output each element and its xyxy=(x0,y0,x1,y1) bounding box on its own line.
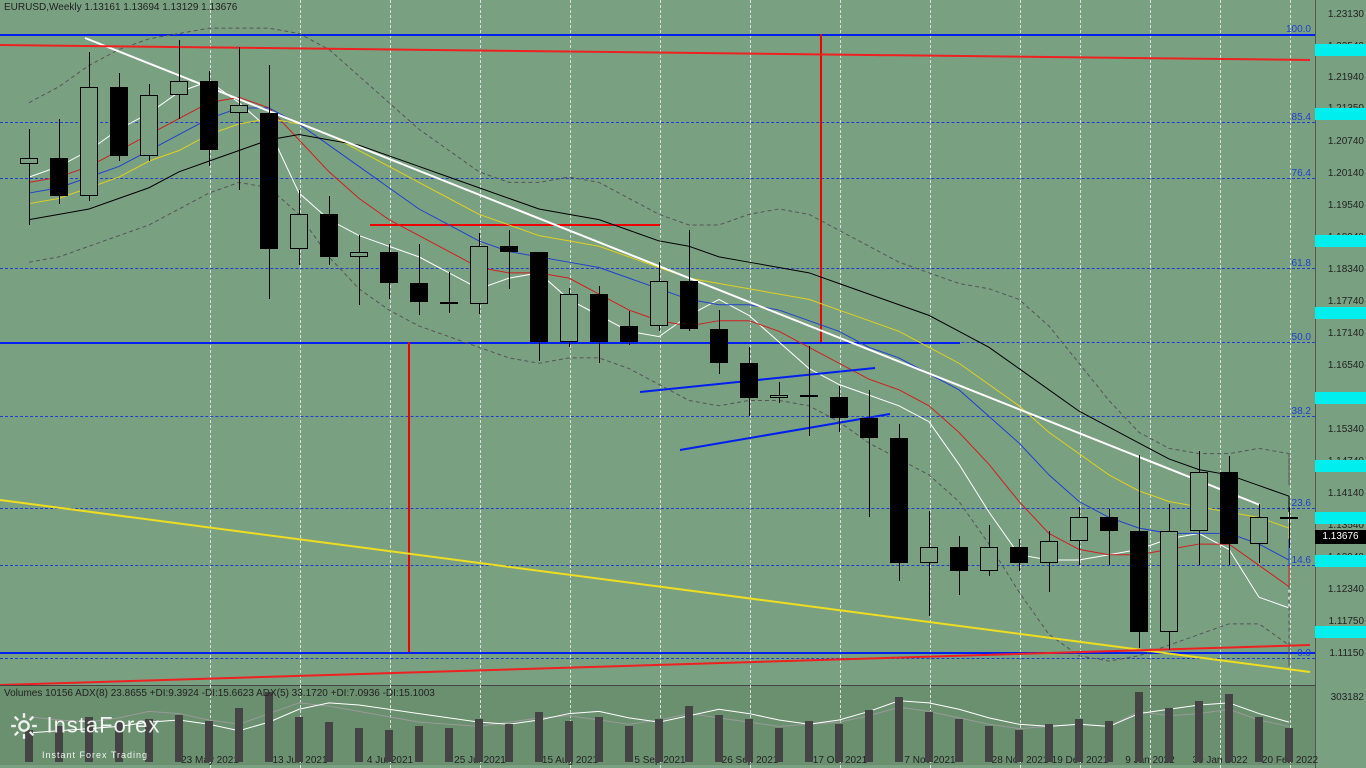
y-tick-label: 1.12340 xyxy=(1328,584,1364,595)
fib-level-label: 76.4 xyxy=(1292,168,1311,179)
price-marker xyxy=(1315,108,1366,120)
y-tick-label: 1.15340 xyxy=(1328,424,1364,435)
y-tick-label: 1.20740 xyxy=(1328,136,1364,147)
y-tick-label: 1.14140 xyxy=(1328,488,1364,499)
fib-level-label: 50.0 xyxy=(1292,332,1311,343)
y-tick-label: 1.11150 xyxy=(1329,648,1364,659)
price-marker xyxy=(1315,44,1366,56)
y-tick-label: 1.21940 xyxy=(1328,72,1364,83)
fib-level-label: 61.8 xyxy=(1292,258,1311,269)
y-tick-label: 1.18340 xyxy=(1328,264,1364,275)
price-marker xyxy=(1315,307,1366,319)
y-tick-label: 1.19540 xyxy=(1328,200,1364,211)
fib-level-label: 23.6 xyxy=(1292,498,1311,509)
price-marker xyxy=(1315,235,1366,247)
fib-level-label: 0.0 xyxy=(1297,648,1311,659)
price-marker xyxy=(1315,555,1366,567)
gear-icon xyxy=(10,712,38,745)
indicator-readout: Volumes 10156 ADX(8) 23.8655 +DI:9.3924 … xyxy=(4,688,435,699)
y-tick-label: 1.17140 xyxy=(1328,328,1364,339)
y-tick-label: 1.17740 xyxy=(1328,296,1364,307)
fib-level-label: 100.0 xyxy=(1286,24,1311,35)
indicator-scale: 303182 xyxy=(1331,692,1364,703)
price-marker xyxy=(1315,512,1366,524)
fib-level-label: 85.4 xyxy=(1292,112,1311,123)
price-marker xyxy=(1315,392,1366,404)
watermark-tagline: Instant Forex Trading xyxy=(42,750,148,760)
fib-level-label: 38.2 xyxy=(1292,406,1311,417)
y-tick-label: 1.23130 xyxy=(1328,9,1364,20)
watermark: InstaForex Instant Forex Trading xyxy=(10,712,160,763)
current-price-tag: 1.13676 xyxy=(1315,530,1366,544)
y-tick-label: 1.20140 xyxy=(1328,168,1364,179)
price-marker xyxy=(1315,460,1366,472)
price-marker xyxy=(1315,626,1366,638)
y-tick-label: 1.16540 xyxy=(1328,360,1364,371)
symbol-title: EURUSD,Weekly 1.13161 1.13694 1.13129 1.… xyxy=(4,2,237,13)
watermark-brand: InstaForex xyxy=(46,713,160,738)
fib-level-label: 14.6 xyxy=(1292,555,1311,566)
